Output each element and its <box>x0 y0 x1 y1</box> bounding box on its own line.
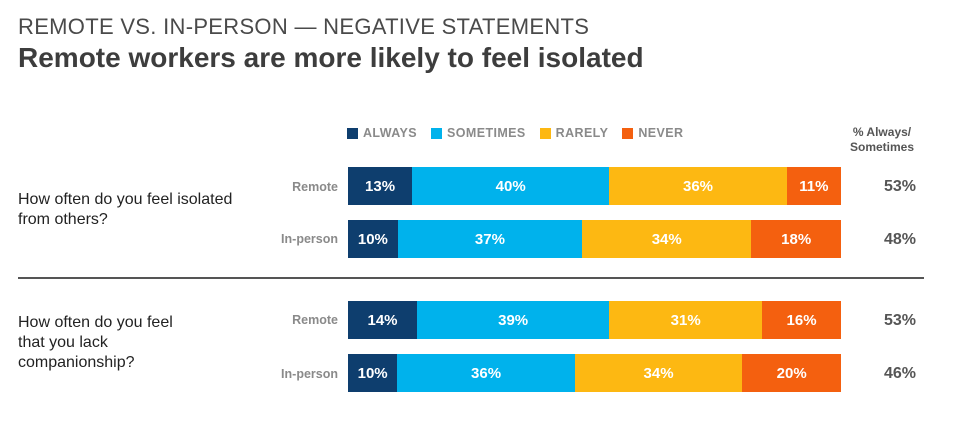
bar-segment-rarely: 36% <box>609 167 787 205</box>
bar-segment-never: 18% <box>751 220 841 258</box>
legend-item-rarely: RARELY <box>539 126 609 140</box>
stacked-bar: 13% 40% 36% 11% <box>348 167 841 205</box>
legend-swatch-never <box>622 127 634 139</box>
bar-segment-always: 10% <box>348 354 398 392</box>
stacked-bar: 10% 36% 34% 20% <box>348 354 841 392</box>
bar-segment-rarely: 31% <box>609 301 763 339</box>
legend-label-never: NEVER <box>638 126 684 140</box>
bar-segment-never: 20% <box>742 354 841 392</box>
row-label-in-person: In-person <box>281 232 338 246</box>
row-label-remote: Remote <box>292 180 338 194</box>
question-companionship: How often do you feel that you lack comp… <box>18 314 173 371</box>
summary-value: 53% <box>883 312 917 329</box>
bar-segment-never: 16% <box>762 301 841 339</box>
legend-item-never: NEVER <box>622 126 683 140</box>
summary-value: 46% <box>883 365 917 382</box>
legend-swatch-always <box>347 127 358 139</box>
chart-title: Remote workers are more likely to feel i… <box>18 42 644 73</box>
bar-segment-never: 11% <box>786 167 841 205</box>
bar-segment-always: 10% <box>348 220 398 258</box>
stacked-bar: 10% 37% 34% 18% <box>348 220 841 258</box>
legend-item-sometimes: SOMETIMES <box>431 126 526 140</box>
legend-label-sometimes: SOMETIMES <box>447 126 526 140</box>
summary-value: 48% <box>883 231 917 248</box>
summary-column-header: % Always/ Sometimes <box>849 125 915 154</box>
legend-item-always: ALWAYS <box>347 126 417 140</box>
stacked-bar: 14% 39% 31% 16% <box>348 301 841 339</box>
bar-segment-sometimes: 39% <box>417 301 610 339</box>
legend-swatch-sometimes <box>431 127 443 139</box>
bar-segment-rarely: 34% <box>574 354 743 392</box>
chart-kicker: REMOTE VS. IN-PERSON — NEGATIVE STATEMEN… <box>18 14 590 39</box>
group-divider <box>18 277 924 279</box>
legend-swatch-rarely <box>539 127 551 139</box>
bar-segment-sometimes: 40% <box>412 167 610 205</box>
legend-label-always: ALWAYS <box>363 126 418 140</box>
row-label-in-person: In-person <box>281 367 338 381</box>
bar-segment-rarely: 34% <box>582 220 752 258</box>
bar-segment-sometimes: 37% <box>397 220 583 258</box>
bar-segment-always: 14% <box>348 301 418 339</box>
row-label-remote: Remote <box>292 313 338 327</box>
legend: ALWAYS SOMETIMES RARELY NEVER <box>347 126 683 140</box>
bar-segment-always: 13% <box>348 167 413 205</box>
legend-label-rarely: RARELY <box>555 126 609 140</box>
question-isolated: How often do you feel isolated from othe… <box>18 191 233 228</box>
summary-value: 53% <box>883 178 917 195</box>
bar-segment-sometimes: 36% <box>397 354 575 392</box>
